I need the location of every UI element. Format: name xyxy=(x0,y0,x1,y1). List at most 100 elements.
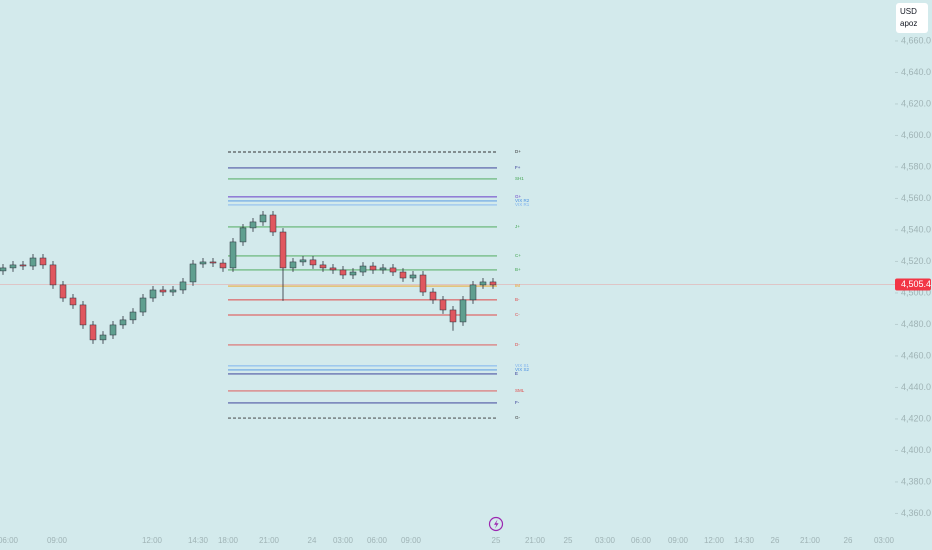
candle-body xyxy=(109,324,117,336)
candle-body xyxy=(479,281,487,286)
candle-body xyxy=(389,267,397,273)
level-label: SH1 xyxy=(515,176,524,181)
event-icon xyxy=(494,519,499,529)
candle-body xyxy=(279,231,287,269)
candle-body xyxy=(119,319,127,326)
candle-body xyxy=(239,227,247,243)
candle-body xyxy=(369,265,377,271)
candle-body xyxy=(439,299,447,311)
candle-body xyxy=(149,289,157,299)
level-label: VIX R1 xyxy=(515,202,530,207)
legend-box: USD apoz xyxy=(896,3,928,33)
x-tick-label: 25 xyxy=(564,536,573,545)
candle-body xyxy=(39,257,47,266)
candle-body xyxy=(249,221,257,229)
x-tick-label: 09:00 xyxy=(401,536,422,545)
candle-body xyxy=(469,284,477,301)
level-label: C+ xyxy=(515,253,521,258)
x-tick-label: 12:00 xyxy=(142,536,163,545)
y-tick-label: 4,480.0 xyxy=(901,319,931,329)
candle-body xyxy=(129,311,137,321)
candle-body xyxy=(429,291,437,301)
candle-body xyxy=(99,334,107,341)
y-tick-label: 4,420.0 xyxy=(901,413,931,423)
x-tick-label: 03:00 xyxy=(874,536,895,545)
candle-body xyxy=(329,267,337,271)
x-tick-label: 14:30 xyxy=(734,536,755,545)
y-tick-label: 4,600.0 xyxy=(901,130,931,140)
level-label: VIX R2 xyxy=(515,198,530,203)
x-tick-label: 21:00 xyxy=(800,536,821,545)
candle-body xyxy=(339,269,347,276)
x-tick-label: 03:00 xyxy=(333,536,354,545)
level-label: J+ xyxy=(515,224,520,229)
y-tick-label: 4,640.0 xyxy=(901,67,931,77)
user[interactable]: apoz xyxy=(900,19,918,28)
candle-body xyxy=(29,257,37,267)
candle-body xyxy=(159,289,167,293)
event-marker[interactable] xyxy=(488,516,504,532)
candle-body xyxy=(89,324,97,341)
candle-body xyxy=(69,297,77,306)
level-label: G+ xyxy=(515,194,522,199)
price-tag xyxy=(895,278,931,291)
level-label: C- xyxy=(515,312,520,317)
candle-body xyxy=(379,267,387,271)
candle-body xyxy=(199,261,207,265)
y-tick-label: 4,660.0 xyxy=(901,35,931,45)
y-tick-label: 4,360.0 xyxy=(901,508,931,518)
level-label: SML xyxy=(515,388,525,393)
x-tick-label: 06:00 xyxy=(631,536,652,545)
level-label: F+ xyxy=(515,165,521,170)
y-tick-label: 4,540.0 xyxy=(901,224,931,234)
candle-body xyxy=(409,274,417,279)
candle-body xyxy=(489,281,497,286)
level-label: E xyxy=(515,371,518,376)
candle-body xyxy=(449,309,457,323)
x-tick-label: 06:00 xyxy=(367,536,388,545)
candle-body xyxy=(309,259,317,266)
currency[interactable]: USD xyxy=(900,7,917,16)
candle-body xyxy=(289,261,297,269)
candle-body xyxy=(179,281,187,291)
candle-body xyxy=(459,299,467,323)
x-tick-label: 18:00 xyxy=(218,536,239,545)
candle-body xyxy=(259,214,267,223)
y-tick-label: 4,580.0 xyxy=(901,161,931,171)
y-tick-label: 4,620.0 xyxy=(901,98,931,108)
y-tick-label: 4,400.0 xyxy=(901,445,931,455)
candle-body xyxy=(299,259,307,263)
x-tick-label: 06:00 xyxy=(0,536,19,545)
x-tick-label: 24 xyxy=(308,536,317,545)
candle-body xyxy=(359,265,367,273)
level-label: B- xyxy=(515,297,520,302)
x-tick-label: 09:00 xyxy=(668,536,689,545)
level-label: G- xyxy=(515,415,521,420)
level-label: B+ xyxy=(515,267,521,272)
x-tick-label: 12:00 xyxy=(704,536,725,545)
y-tick-label: 4,500.0 xyxy=(901,287,931,297)
level-label: D+ xyxy=(515,149,521,154)
y-tick-label: 4,380.0 xyxy=(901,476,931,486)
level-label: VIX S2 xyxy=(515,367,530,372)
candle-body xyxy=(0,267,7,272)
level-label: D- xyxy=(515,342,520,347)
candle-body xyxy=(139,297,147,313)
y-tick-label: 4,520.0 xyxy=(901,256,931,266)
y-tick-label: 4,460.0 xyxy=(901,350,931,360)
level-label: F- xyxy=(515,400,520,405)
x-tick-label: 26 xyxy=(844,536,853,545)
y-tick-label: 4,440.0 xyxy=(901,382,931,392)
x-tick-label: 21:00 xyxy=(259,536,280,545)
candle-body xyxy=(189,263,197,283)
level-label: VIX S1 xyxy=(515,363,530,368)
candle-body xyxy=(219,262,227,269)
x-tick-label: 14:30 xyxy=(188,536,209,545)
candle-body xyxy=(169,289,177,293)
candle-body xyxy=(419,274,427,293)
candle-body xyxy=(79,304,87,326)
candle-body xyxy=(9,264,17,269)
